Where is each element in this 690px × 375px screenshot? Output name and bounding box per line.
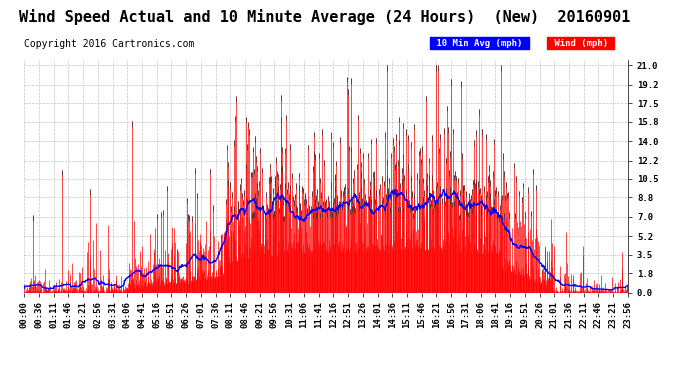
Text: Copyright 2016 Cartronics.com: Copyright 2016 Cartronics.com — [24, 39, 195, 50]
Text: Wind (mph): Wind (mph) — [549, 39, 613, 48]
Text: 10 Min Avg (mph): 10 Min Avg (mph) — [431, 39, 528, 48]
Text: Wind Speed Actual and 10 Minute Average (24 Hours)  (New)  20160901: Wind Speed Actual and 10 Minute Average … — [19, 9, 630, 26]
